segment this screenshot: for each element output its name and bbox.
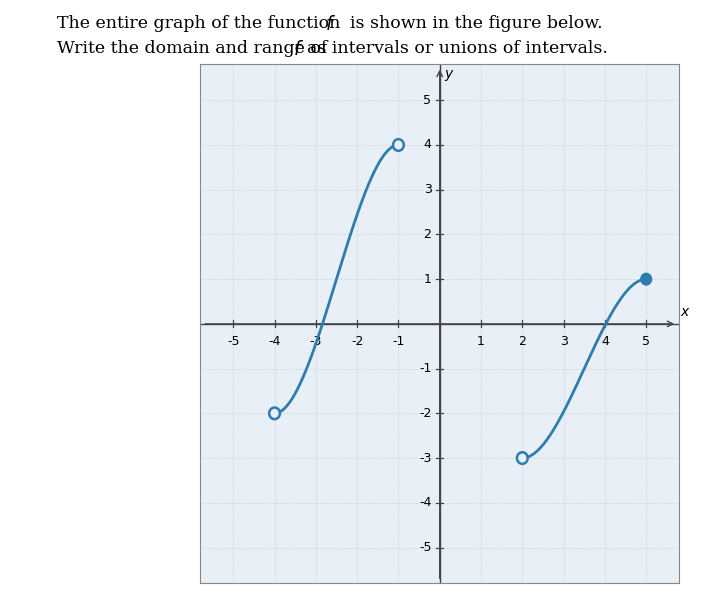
Circle shape xyxy=(269,408,280,419)
Text: 2: 2 xyxy=(423,228,431,241)
Circle shape xyxy=(393,139,404,151)
Text: The entire graph of the function: The entire graph of the function xyxy=(57,15,346,33)
Text: -3: -3 xyxy=(419,451,431,465)
Text: $f$: $f$ xyxy=(325,15,336,34)
Text: -5: -5 xyxy=(227,335,240,348)
Text: 3: 3 xyxy=(423,183,431,196)
Circle shape xyxy=(517,453,528,464)
Text: -5: -5 xyxy=(419,541,431,554)
Text: is shown in the figure below.: is shown in the figure below. xyxy=(350,15,603,33)
Text: 5: 5 xyxy=(642,335,650,348)
Text: 3: 3 xyxy=(560,335,568,348)
Text: Write the domain and range of: Write the domain and range of xyxy=(57,40,333,57)
Text: -2: -2 xyxy=(419,407,431,420)
Text: -4: -4 xyxy=(268,335,281,348)
Text: 1: 1 xyxy=(423,273,431,286)
Text: 4: 4 xyxy=(601,335,609,348)
Text: -3: -3 xyxy=(310,335,322,348)
Text: 1: 1 xyxy=(477,335,485,348)
Text: as intervals or unions of intervals.: as intervals or unions of intervals. xyxy=(307,40,608,57)
Text: -4: -4 xyxy=(419,496,431,509)
Text: y: y xyxy=(445,67,453,80)
Text: 5: 5 xyxy=(423,94,431,107)
Text: 4: 4 xyxy=(423,139,431,152)
Text: -1: -1 xyxy=(419,362,431,375)
Text: $f$: $f$ xyxy=(293,40,304,59)
Text: -2: -2 xyxy=(351,335,363,348)
Text: x: x xyxy=(680,305,689,319)
Circle shape xyxy=(641,273,651,285)
Text: 2: 2 xyxy=(518,335,526,348)
Text: -1: -1 xyxy=(393,335,405,348)
